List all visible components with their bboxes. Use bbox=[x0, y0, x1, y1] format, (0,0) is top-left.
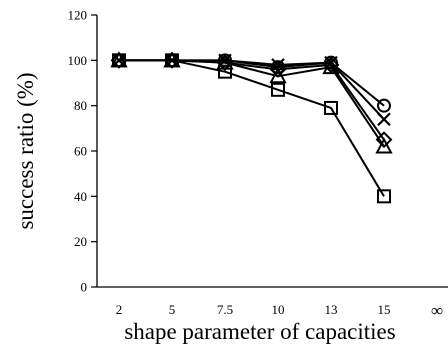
data-point-circle bbox=[377, 98, 391, 113]
axes: 0 20 40 60 80 100 120 2 5 7.5 10 13 15 ∞ bbox=[68, 8, 448, 320]
data-point-square bbox=[377, 189, 391, 204]
series-square bbox=[112, 53, 391, 204]
y-tick-label: 80 bbox=[74, 98, 87, 113]
y-tick-label: 120 bbox=[68, 8, 88, 23]
series-diamond bbox=[110, 51, 393, 149]
data-point-triangle bbox=[269, 67, 287, 84]
data-point-square bbox=[324, 100, 338, 115]
x-tick-label: 7.5 bbox=[217, 302, 233, 317]
data-point-square bbox=[218, 64, 232, 79]
x-tick-label: 5 bbox=[169, 302, 176, 317]
data-point-triangle bbox=[375, 137, 393, 154]
x-axis-title: shape parameter of capacities bbox=[124, 319, 395, 344]
x-tick-label: 13 bbox=[325, 302, 338, 317]
x-tick-label: ∞ bbox=[431, 301, 443, 320]
data-point-cross bbox=[377, 112, 391, 127]
y-tick-label: 20 bbox=[74, 234, 87, 249]
y-tick-label: 0 bbox=[81, 280, 88, 295]
y-tick-label: 40 bbox=[74, 189, 87, 204]
data-point-diamond bbox=[322, 56, 340, 74]
data-point-square bbox=[271, 82, 285, 97]
series-line-square bbox=[119, 59, 385, 197]
y-tick-label: 60 bbox=[74, 144, 87, 159]
series-layer bbox=[110, 51, 393, 204]
labels: success ratio (%) shape parameter of cap… bbox=[13, 72, 396, 344]
data-point-triangle bbox=[216, 53, 234, 70]
y-tick-label: 100 bbox=[68, 53, 88, 68]
x-tick-label: 2 bbox=[116, 302, 123, 317]
x-tick-label: 15 bbox=[378, 302, 391, 317]
data-point-triangle bbox=[322, 58, 340, 75]
x-tick-label: 10 bbox=[272, 302, 285, 317]
data-point-square bbox=[112, 53, 126, 68]
data-point-square bbox=[165, 53, 179, 68]
data-point-diamond bbox=[375, 131, 393, 149]
y-axis-title: success ratio (%) bbox=[13, 72, 38, 229]
